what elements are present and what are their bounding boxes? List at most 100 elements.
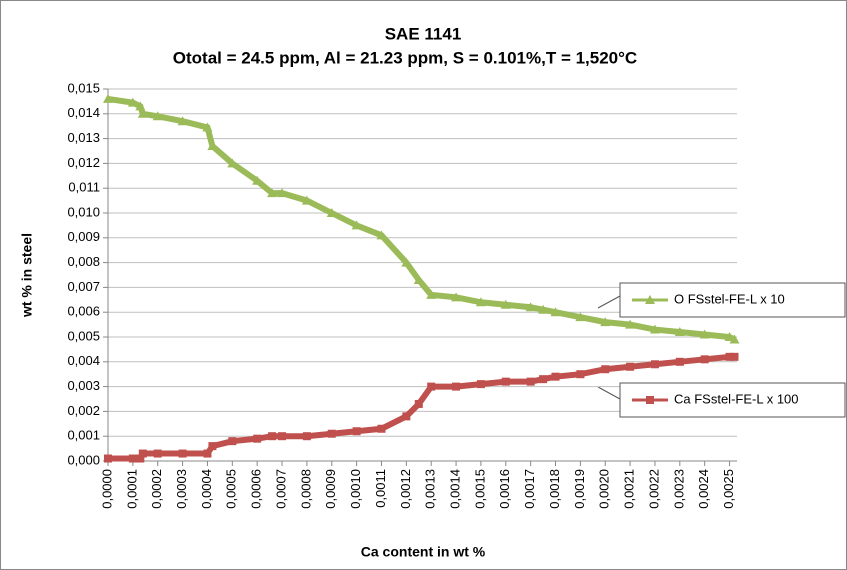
- data-point: [376, 230, 387, 240]
- y-tick-label: 0,009: [67, 229, 100, 244]
- data-point: [729, 334, 740, 344]
- y-tick-label: 0,004: [67, 353, 100, 368]
- data-point: [626, 362, 635, 371]
- x-tick-label: 0,0016: [497, 469, 512, 509]
- x-tick-label: 0,0011: [373, 469, 388, 508]
- data-point: [177, 116, 188, 126]
- y-tick-label: 0,012: [67, 155, 100, 170]
- data-point: [351, 220, 362, 230]
- legend-marker: [646, 396, 654, 404]
- data-point: [576, 370, 585, 379]
- data-point: [575, 312, 586, 322]
- y-tick-label: 0,007: [67, 279, 100, 294]
- y-tick-label: 0,013: [67, 130, 100, 145]
- data-point: [302, 432, 311, 441]
- data-point: [402, 412, 411, 421]
- data-point: [127, 97, 138, 107]
- legend-callout: [597, 386, 621, 400]
- x-tick-label: 0,0025: [721, 469, 736, 509]
- data-point: [413, 274, 424, 284]
- data-point: [550, 307, 561, 317]
- data-point: [675, 357, 684, 366]
- data-point: [377, 424, 386, 433]
- data-point: [650, 360, 659, 369]
- y-tick-label: 0,000: [67, 452, 100, 467]
- x-tick-label: 0,0012: [398, 469, 413, 509]
- x-tick-label: 0,0008: [298, 469, 313, 509]
- data-point: [500, 299, 511, 309]
- data-point: [208, 442, 217, 451]
- data-point: [551, 372, 560, 381]
- data-point: [137, 108, 148, 118]
- data-point: [153, 449, 162, 458]
- data-point: [538, 304, 549, 314]
- x-tick-label: 0,0000: [99, 469, 114, 509]
- data-point: [700, 355, 709, 364]
- y-tick-label: 0,011: [68, 180, 100, 195]
- data-point: [267, 188, 278, 198]
- data-point: [414, 399, 423, 408]
- x-axis-title: Ca content in wt %: [361, 544, 486, 560]
- data-point: [674, 327, 685, 337]
- data-point: [526, 377, 535, 386]
- y-tick-label: 0,002: [67, 403, 100, 418]
- x-tick-label: 0,0004: [199, 469, 214, 509]
- data-point: [501, 377, 510, 386]
- y-tick-label: 0,006: [67, 304, 100, 319]
- data-point: [278, 432, 287, 441]
- y-tick-label: 0,003: [67, 378, 100, 393]
- data-point: [699, 329, 710, 339]
- data-point: [476, 380, 485, 389]
- x-tick-label: 0,0017: [522, 469, 537, 509]
- chart-subtitle: Ototal = 24.5 ppm, Al = 21.23 ppm, S = 0…: [173, 48, 637, 67]
- x-tick-label: 0,0015: [472, 469, 487, 509]
- data-point: [327, 429, 336, 438]
- y-axis-title: wt % in steel: [19, 233, 35, 318]
- y-tick-label: 0,001: [67, 428, 100, 443]
- data-point: [730, 352, 739, 361]
- data-point: [103, 93, 113, 103]
- data-point: [600, 317, 611, 327]
- y-tick-label: 0,015: [67, 80, 100, 95]
- data-point: [128, 454, 137, 463]
- x-tick-label: 0,0001: [124, 469, 139, 509]
- data-point: [253, 434, 262, 443]
- x-tick-label: 0,0007: [273, 469, 288, 509]
- x-tick-label: 0,0019: [572, 469, 587, 509]
- x-tick-label: 0,0022: [646, 469, 661, 509]
- legend-marker: [645, 295, 655, 304]
- x-tick-label: 0,0023: [671, 469, 686, 509]
- data-point: [104, 454, 112, 463]
- x-tick-label: 0,0009: [323, 469, 338, 509]
- data-point: [228, 437, 237, 446]
- x-tick-label: 0,0013: [423, 469, 438, 509]
- y-tick-label: 0,008: [67, 254, 100, 269]
- data-point: [227, 158, 238, 168]
- data-point: [277, 188, 288, 198]
- data-point: [152, 111, 163, 121]
- data-point: [525, 302, 536, 312]
- data-point: [601, 365, 610, 374]
- data-point: [427, 382, 436, 391]
- data-point: [475, 297, 486, 307]
- data-point: [268, 432, 277, 441]
- y-tick-label: 0,010: [67, 204, 100, 219]
- y-tick-label: 0,014: [67, 105, 100, 120]
- data-point: [725, 352, 734, 361]
- x-tick-label: 0,0020: [597, 469, 612, 509]
- x-tick-label: 0,0024: [696, 469, 711, 509]
- x-tick-label: 0,0010: [348, 469, 363, 509]
- data-point: [352, 427, 361, 436]
- data-point: [136, 454, 145, 463]
- data-point: [649, 324, 660, 334]
- x-tick-label: 0,0018: [547, 469, 562, 509]
- x-tick-label: 0,0005: [224, 469, 239, 509]
- data-point: [452, 382, 461, 391]
- data-point: [451, 292, 462, 302]
- legend-callout: [597, 295, 621, 309]
- x-tick-label: 0,0003: [174, 469, 189, 509]
- y-tick-label: 0,005: [67, 328, 100, 343]
- data-point: [135, 101, 146, 111]
- data-point: [539, 375, 548, 384]
